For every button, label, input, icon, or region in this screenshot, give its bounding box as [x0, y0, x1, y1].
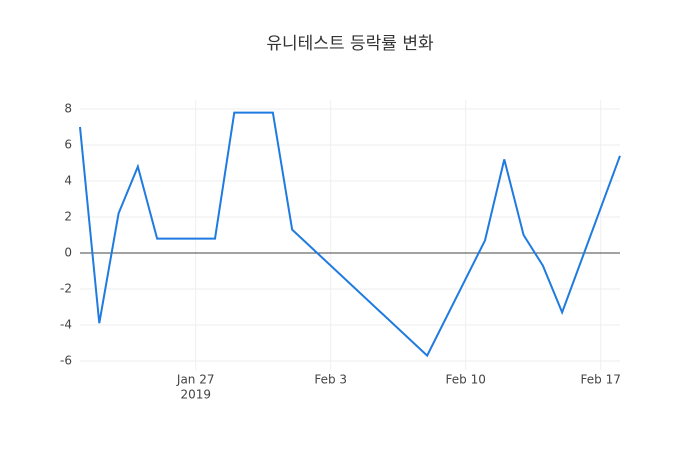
x-year-label: 2019	[180, 388, 211, 402]
x-tick-label: Feb 3	[314, 373, 347, 387]
y-tick-label: 2	[64, 210, 72, 224]
y-tick-label: 0	[64, 246, 72, 260]
x-tick-label: Jan 27	[176, 373, 215, 387]
y-tick-label: -6	[60, 354, 72, 368]
y-tick-label: -2	[60, 282, 72, 296]
y-tick-label: 8	[64, 102, 72, 116]
y-tick-label: -4	[60, 318, 72, 332]
x-tick-label: Feb 10	[446, 373, 486, 387]
data-line	[79, 111, 621, 358]
y-tick-label: 6	[64, 138, 72, 152]
x-tick-label: Feb 17	[581, 373, 621, 387]
chart-title: 유니테스트 등락률 변화	[266, 34, 434, 54]
y-tick-label: 4	[64, 174, 72, 188]
